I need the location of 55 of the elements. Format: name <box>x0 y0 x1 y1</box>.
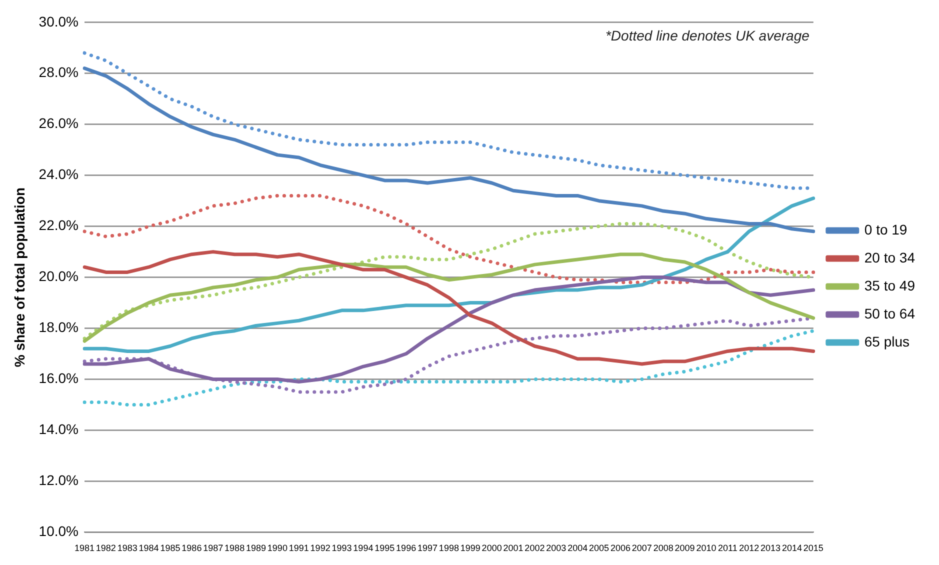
x-tick-label: 2001 <box>503 543 524 554</box>
y-axis-title: % share of total population <box>11 187 28 368</box>
x-tick-label: 2014 <box>782 543 802 554</box>
x-tick-label: 1995 <box>374 543 395 554</box>
x-tick-label: 1993 <box>332 543 352 554</box>
x-tick-label: 1983 <box>117 543 138 554</box>
x-tick-label: 1986 <box>182 543 202 554</box>
y-tick-label: 20.0% <box>38 268 78 284</box>
x-tick-label: 1981 <box>74 543 95 554</box>
x-tick-label: 2005 <box>589 543 610 554</box>
x-tick-label: 2002 <box>524 543 545 554</box>
x-tick-label: 2006 <box>610 543 630 554</box>
x-tick-label: 1989 <box>246 543 266 554</box>
y-tick-label: 12.0% <box>38 472 78 488</box>
x-tick-label: 1996 <box>396 543 416 554</box>
x-tick-label: 2015 <box>803 543 824 554</box>
x-tick-label: 2008 <box>653 543 674 554</box>
y-tick-label: 10.0% <box>38 523 78 540</box>
x-tick-label: 1998 <box>438 543 459 554</box>
x-tick-label: 1992 <box>310 543 330 554</box>
x-tick-label: 2013 <box>760 543 781 554</box>
y-tick-label: 18.0% <box>38 319 78 336</box>
x-tick-label: 1994 <box>353 543 374 554</box>
x-tick-label: 2004 <box>568 543 588 554</box>
y-tick-label: 16.0% <box>38 370 78 386</box>
x-tick-label: 1999 <box>460 543 480 554</box>
legend-label: 35 to 49 <box>864 277 916 294</box>
x-tick-label: 2003 <box>546 543 566 554</box>
x-tick-label: 2012 <box>739 543 760 554</box>
legend-label: 20 to 34 <box>864 249 916 266</box>
y-tick-label: 30.0% <box>38 13 78 30</box>
x-tick-label: 2009 <box>674 543 695 554</box>
legend-label: 50 to 64 <box>864 305 916 322</box>
x-tick-label: 1984 <box>138 543 159 554</box>
x-tick-label: 1990 <box>267 543 288 554</box>
x-tick-label: 1988 <box>224 543 245 554</box>
legend-label: 0 to 19 <box>864 221 908 238</box>
annotation: *Dotted line denotes UK average <box>605 27 810 44</box>
legend-label: 65 plus <box>864 333 910 350</box>
x-tick-label: 1987 <box>203 543 224 554</box>
y-tick-label: 14.0% <box>38 421 78 438</box>
x-tick-label: 1991 <box>288 543 309 554</box>
line-series <box>82 194 816 284</box>
y-tick-label: 24.0% <box>38 166 78 182</box>
x-tick-label: 2007 <box>632 543 652 554</box>
line-series <box>82 329 816 406</box>
x-tick-label: 1982 <box>96 543 116 554</box>
y-tick-label: 26.0% <box>38 115 78 132</box>
x-tick-label: 1997 <box>417 543 438 554</box>
x-tick-label: 2000 <box>482 543 502 554</box>
x-tick-label: 2011 <box>718 543 738 554</box>
x-tick-label: 2010 <box>696 543 716 554</box>
y-tick-label: 22.0% <box>38 217 78 234</box>
x-tick-label: 1985 <box>160 543 180 554</box>
y-tick-label: 28.0% <box>38 64 78 80</box>
